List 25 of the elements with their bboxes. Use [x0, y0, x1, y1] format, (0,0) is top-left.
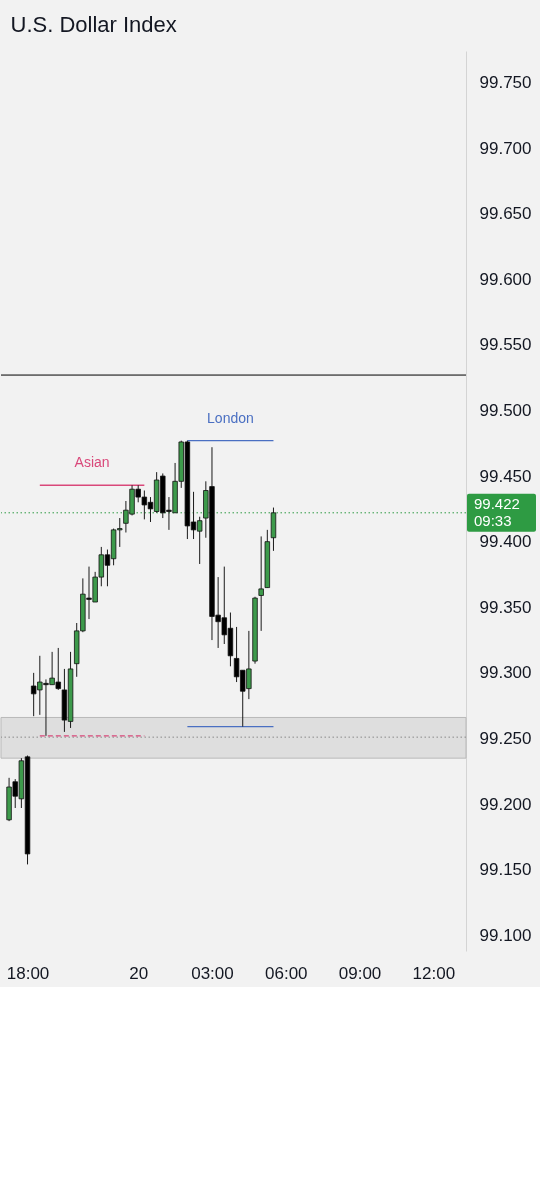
y-tick-label: 99.150	[479, 860, 532, 880]
y-tick-label: 99.350	[479, 597, 532, 617]
y-tick-label: 99.300	[479, 663, 532, 683]
y-tick-label: 99.650	[479, 204, 532, 224]
x-tick-label: 20	[129, 963, 149, 983]
x-tick-label: 09:00	[338, 963, 382, 983]
y-tick-label: 99.500	[479, 400, 532, 420]
y-tick-label: 99.250	[479, 728, 532, 748]
x-tick-label: 06:00	[264, 963, 308, 983]
chart-title: U.S. Dollar Index	[10, 12, 177, 37]
series-label: Asian	[74, 454, 110, 471]
y-tick-label: 99.600	[479, 269, 532, 289]
ref-line-label: 99.422 09:33	[474, 495, 520, 530]
x-tick-label: 12:00	[412, 963, 456, 983]
x-tick-label: 03:00	[191, 963, 234, 983]
y-tick-label: 99.100	[479, 925, 532, 945]
candlestick	[258, 535, 264, 632]
y-tick-label: 99.200	[479, 794, 532, 814]
y-tick-label: 99.750	[479, 72, 532, 92]
x-tick-label: 18:00	[6, 963, 50, 983]
y-tick-label: 99.450	[479, 466, 532, 486]
y-tick-label: 99.700	[479, 138, 532, 158]
y-tick-label: 99.550	[479, 335, 532, 355]
y-tick-label: 99.400	[479, 532, 532, 552]
series-label: London	[207, 409, 254, 426]
